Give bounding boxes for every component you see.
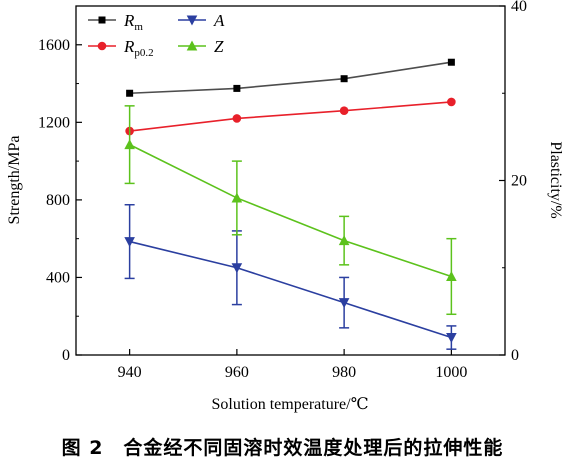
figure-caption: 图 2 合金经不同固溶时效温度处理后的拉伸性能	[61, 437, 504, 459]
data-point	[447, 58, 455, 66]
series-line	[129, 61, 452, 95]
data-point	[232, 114, 242, 123]
legend-entry-2: Rp0.2	[88, 37, 154, 59]
data-point	[124, 139, 135, 150]
y-tick-label-left: 1200	[38, 114, 70, 131]
series-line	[129, 101, 452, 132]
y-tick-label-left: 800	[46, 192, 70, 209]
y-tick-label-right: 40	[511, 0, 527, 15]
data-point	[126, 89, 134, 97]
legend-entry-0: Rm	[88, 11, 143, 33]
legend-marker	[186, 15, 198, 26]
series-line	[129, 143, 452, 278]
y-tick-label-left: 400	[46, 269, 70, 286]
legend-marker	[186, 40, 198, 51]
legend-label: Z	[214, 37, 224, 56]
data-point	[231, 192, 243, 203]
legend-label: Rp0.2	[123, 37, 154, 59]
legend-marker	[98, 16, 106, 24]
y-tick-label-right: 0	[511, 347, 519, 364]
y-tick-label-left: 1600	[38, 37, 70, 54]
series-line	[129, 240, 452, 339]
data-point	[446, 333, 457, 344]
x-tick-label: 1000	[435, 364, 467, 381]
y-axis-title-left: Strength/MPa	[6, 136, 23, 225]
x-tick-label: 940	[118, 364, 142, 381]
x-tick-label: 980	[332, 364, 356, 381]
series-0	[126, 58, 455, 97]
data-point	[340, 75, 348, 83]
data-point	[338, 298, 350, 309]
data-point	[231, 263, 243, 274]
series-3	[124, 105, 457, 316]
legend-entry-1: A	[178, 11, 225, 30]
legend-marker	[97, 41, 107, 51]
tensile-chart: 940 960 980 1000 0 400 800 1200 1600 0 20 40 Rm A Rp0…	[6, 0, 564, 413]
data-point	[447, 97, 456, 107]
x-tick-label: 960	[225, 364, 249, 381]
series-2	[125, 97, 456, 136]
y-tick-label-left: 0	[62, 347, 70, 364]
data-point	[233, 84, 241, 92]
y-axis-title-right: Plasticity/%	[547, 141, 564, 218]
x-axis-title: Solution temperature/℃	[212, 396, 369, 413]
legend-entry-3: Z	[178, 37, 224, 56]
data-point	[446, 270, 457, 281]
series-1	[124, 203, 457, 350]
data-point	[124, 237, 135, 248]
legend-label: Rm	[123, 11, 143, 33]
data-point	[338, 235, 350, 246]
y-tick-label-right: 20	[511, 173, 527, 190]
legend-label: A	[213, 11, 225, 30]
data-point	[339, 106, 349, 115]
